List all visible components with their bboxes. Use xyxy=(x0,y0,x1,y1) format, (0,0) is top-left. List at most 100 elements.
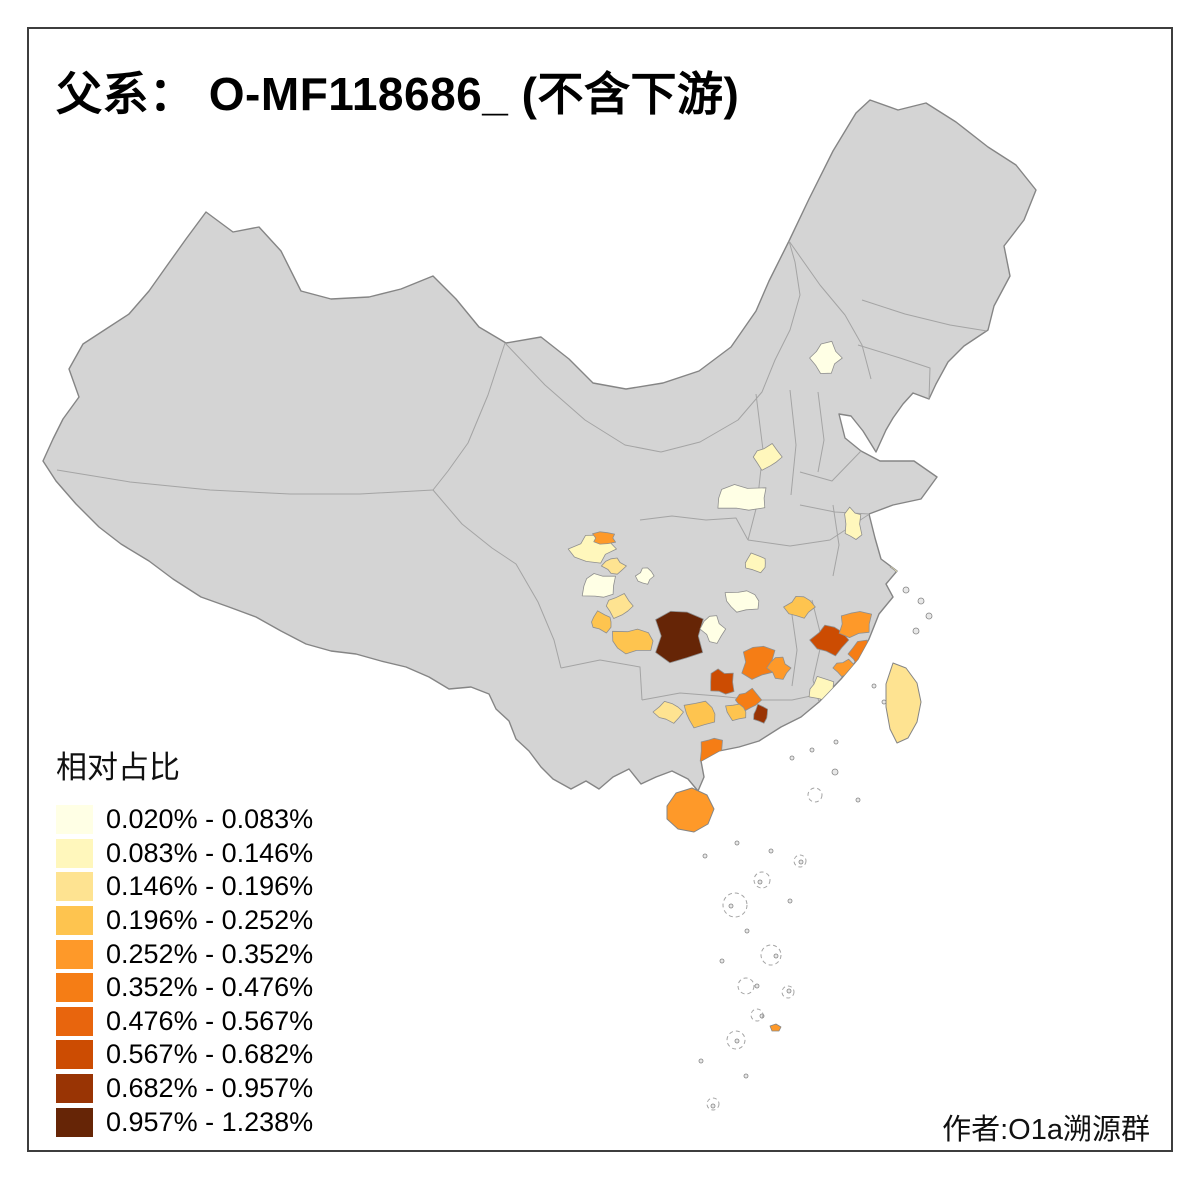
reef-dashed-outline xyxy=(726,1030,746,1050)
small-island xyxy=(789,755,795,761)
colored-region xyxy=(601,557,627,575)
legend-title: 相对占比 xyxy=(56,750,180,785)
province-border xyxy=(791,614,798,687)
legend-item: 0.146% - 0.196% xyxy=(56,870,313,904)
legend-item: 0.682% - 0.957% xyxy=(56,1072,313,1106)
legend-range-label: 0.020% - 0.083% xyxy=(106,804,314,835)
legend-swatch xyxy=(56,1107,93,1137)
colored-region xyxy=(592,531,616,545)
small-island xyxy=(734,840,740,846)
mainland-outline xyxy=(42,99,1037,792)
legend-item: 0.083% - 0.146% xyxy=(56,837,313,871)
reef-dashed-outline xyxy=(706,1097,720,1111)
province-border xyxy=(832,504,840,577)
legend-swatch xyxy=(56,906,93,936)
small-island xyxy=(710,1103,716,1109)
province-border xyxy=(857,344,931,400)
legend-range-label: 0.567% - 0.682% xyxy=(106,1039,314,1070)
colored-region xyxy=(862,655,875,669)
legend-swatch xyxy=(56,838,93,868)
province-border xyxy=(504,342,662,453)
legend-item: 0.567% - 0.682% xyxy=(56,1038,313,1072)
small-island xyxy=(773,953,779,959)
small-island xyxy=(881,699,887,705)
taiwan-island xyxy=(885,662,922,744)
small-island xyxy=(757,879,763,885)
small-island xyxy=(698,1058,704,1064)
colored-region xyxy=(699,615,727,644)
small-island-colored xyxy=(769,1023,782,1032)
reef-dashed-outline xyxy=(760,944,782,966)
small-island xyxy=(855,797,861,803)
small-island xyxy=(833,739,839,745)
legend-swatch xyxy=(56,1040,93,1070)
legend-item: 0.196% - 0.252% xyxy=(56,904,313,938)
legend: 相对占比 0.020% - 0.083% 0.083% - 0.146% 0.146… xyxy=(56,742,313,1139)
small-island xyxy=(754,983,760,989)
legend-range-label: 0.476% - 0.567% xyxy=(106,1005,314,1036)
reef-dashed-outline xyxy=(753,871,771,889)
reef-dashed-outline xyxy=(722,892,748,918)
colored-region xyxy=(735,687,763,712)
legend-range-label: 0.146% - 0.196% xyxy=(106,871,314,902)
colored-region xyxy=(652,701,684,724)
legend-range-label: 0.352% - 0.476% xyxy=(106,972,314,1003)
province-border xyxy=(432,342,506,491)
colored-region xyxy=(838,611,872,638)
province-border xyxy=(747,393,764,541)
legend-range-label: 0.252% - 0.352% xyxy=(106,938,314,969)
small-island xyxy=(925,612,933,620)
province-border xyxy=(799,504,870,515)
reef-dashed-outline xyxy=(793,854,807,868)
small-island xyxy=(798,859,804,865)
author-credit: 作者:O1a溯源群 xyxy=(942,1114,1150,1146)
small-island xyxy=(786,988,792,994)
legend-item: 0.476% - 0.567% xyxy=(56,1005,313,1039)
legend-swatch xyxy=(56,872,93,902)
colored-region xyxy=(605,593,634,619)
legend-swatch xyxy=(56,939,93,969)
colored-region xyxy=(809,340,843,374)
colored-region xyxy=(741,645,776,680)
colored-region xyxy=(753,703,768,724)
province-border xyxy=(789,389,797,496)
province-border xyxy=(560,659,643,701)
legend-item: 0.020% - 0.083% xyxy=(56,803,313,837)
province-border xyxy=(639,515,749,541)
small-island xyxy=(743,1073,749,1079)
legend-items: 0.020% - 0.083% 0.083% - 0.146% 0.146% - 0… xyxy=(56,803,313,1139)
colored-region xyxy=(744,552,766,574)
small-island xyxy=(719,958,725,964)
reef-dashed-outline xyxy=(750,1008,764,1022)
colored-region xyxy=(710,668,735,695)
colored-region xyxy=(752,443,783,471)
small-island xyxy=(744,928,750,934)
small-island xyxy=(871,683,877,689)
colored-region xyxy=(717,484,767,511)
small-island xyxy=(912,627,920,635)
colored-region xyxy=(612,628,654,655)
reef-dashed-outline xyxy=(807,787,823,803)
colored-region xyxy=(683,700,716,729)
hainan-island xyxy=(666,787,715,833)
legend-item: 0.252% - 0.352% xyxy=(56,937,313,971)
province-border xyxy=(660,240,801,453)
small-island xyxy=(734,1038,740,1044)
reef-dashed-outline xyxy=(737,977,755,995)
land-layer xyxy=(56,240,988,766)
colored-region xyxy=(766,656,792,680)
legend-swatch xyxy=(56,1074,93,1104)
legend-swatch xyxy=(56,973,93,1003)
colored-region xyxy=(725,703,747,721)
legend-range-label: 0.957% - 1.238% xyxy=(106,1106,314,1137)
province-border xyxy=(817,391,825,473)
province-border xyxy=(432,489,562,669)
province-border xyxy=(861,299,988,332)
legend-range-label: 0.196% - 0.252% xyxy=(106,905,314,936)
province-border xyxy=(788,240,872,380)
legend-swatch xyxy=(56,805,93,835)
map-title: 父系： O-MF118686_ (不含下游) xyxy=(56,68,740,120)
colored-region xyxy=(591,610,612,634)
colored-region xyxy=(724,590,760,613)
